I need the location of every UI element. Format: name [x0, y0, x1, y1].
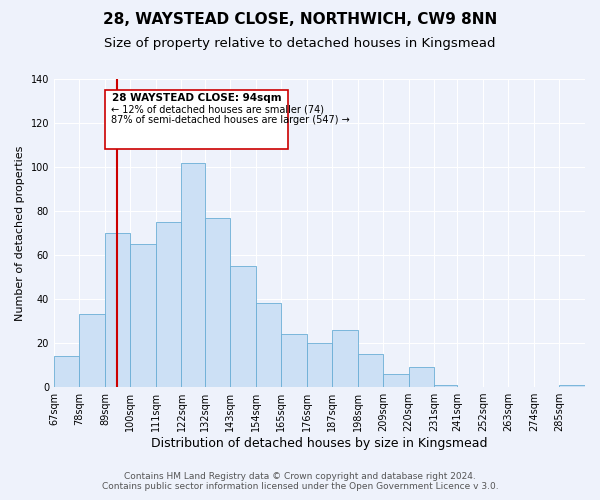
Text: Contains HM Land Registry data © Crown copyright and database right 2024.: Contains HM Land Registry data © Crown c…: [124, 472, 476, 481]
X-axis label: Distribution of detached houses by size in Kingsmead: Distribution of detached houses by size …: [151, 437, 488, 450]
Bar: [307, 343, 332, 387]
Text: 87% of semi-detached houses are larger (547) →: 87% of semi-detached houses are larger (…: [111, 115, 350, 125]
Bar: [54, 356, 79, 387]
Bar: [156, 222, 181, 387]
Bar: [130, 244, 156, 387]
Text: 28 WAYSTEAD CLOSE: 94sqm: 28 WAYSTEAD CLOSE: 94sqm: [112, 92, 281, 102]
Bar: [79, 314, 105, 387]
Bar: [205, 218, 230, 387]
Bar: [105, 233, 130, 387]
Bar: [332, 330, 358, 387]
Bar: [383, 374, 409, 387]
Y-axis label: Number of detached properties: Number of detached properties: [15, 146, 25, 320]
Bar: [181, 162, 205, 387]
Bar: [559, 385, 585, 387]
Bar: [358, 354, 383, 387]
Bar: [281, 334, 307, 387]
Text: Contains public sector information licensed under the Open Government Licence v : Contains public sector information licen…: [101, 482, 499, 491]
Text: Size of property relative to detached houses in Kingsmead: Size of property relative to detached ho…: [104, 38, 496, 51]
Bar: [409, 368, 434, 387]
Bar: [230, 266, 256, 387]
Text: ← 12% of detached houses are smaller (74): ← 12% of detached houses are smaller (74…: [111, 104, 324, 114]
Text: 28, WAYSTEAD CLOSE, NORTHWICH, CW9 8NN: 28, WAYSTEAD CLOSE, NORTHWICH, CW9 8NN: [103, 12, 497, 28]
Bar: [256, 304, 281, 387]
Bar: [434, 385, 457, 387]
